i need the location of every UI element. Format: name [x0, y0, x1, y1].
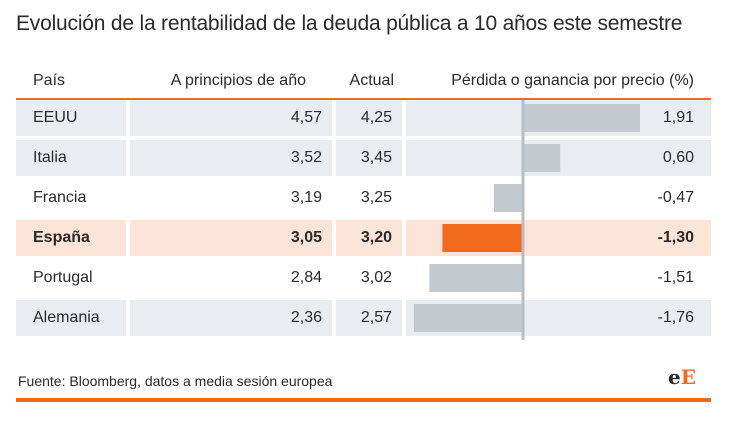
header-country: País	[33, 72, 66, 89]
table-row: Italia 3,52 3,45 0,60	[16, 140, 711, 180]
table-row: Francia 3,19 3,25 -0,47	[16, 180, 711, 220]
cell-start: 2,36	[130, 300, 332, 336]
cell-actual: 3,45	[336, 140, 402, 176]
header-start: A principios de año	[170, 72, 306, 89]
bar-alemania	[413, 304, 523, 332]
table-row: EEUU 4,57 4,25 1,91	[16, 100, 711, 140]
cell-start: 3,19	[290, 189, 322, 206]
chart-title: Evolución de la rentabilidad de la deuda…	[16, 12, 683, 35]
cell-country: Alemania	[16, 300, 126, 336]
brand-logo: eE	[668, 365, 696, 389]
bar-portugal	[429, 264, 523, 292]
footer-rule	[16, 398, 711, 402]
cell-actual: 2,57	[336, 300, 402, 336]
bar-eeuu	[523, 104, 640, 132]
cell-start: 2,84	[290, 269, 322, 286]
cell-change: -1,51	[657, 269, 694, 286]
cell-change: -0,47	[657, 189, 694, 206]
logo-letter-E: E	[680, 365, 696, 389]
cell-actual: 3,20	[336, 220, 402, 256]
change-bar-chart	[413, 100, 640, 340]
cell-country: España	[16, 220, 126, 256]
cell-start: 4,57	[130, 100, 332, 136]
logo-letter-e: e	[668, 365, 681, 389]
cell-country: Francia	[33, 189, 87, 206]
source-note: Fuente: Bloomberg, datos a media sesión …	[18, 373, 333, 389]
cell-change: -1,30	[657, 229, 694, 246]
cell-actual: 3,02	[360, 269, 392, 286]
table-row: Portugal 2,84 3,02 -1,51	[16, 260, 711, 300]
cell-actual: 3,25	[360, 189, 392, 206]
cell-start: 3,52	[130, 140, 332, 176]
table-header: País A principios de año Actual Pérdida …	[16, 62, 711, 100]
bar-italia	[523, 144, 561, 172]
header-actual: Actual	[349, 72, 394, 89]
cell-start: 3,05	[130, 220, 332, 256]
cell-change: 0,60	[662, 149, 694, 166]
header-change: Pérdida o ganancia por precio (%)	[451, 72, 694, 89]
cell-country: Portugal	[33, 269, 93, 286]
cell-actual: 4,25	[336, 100, 402, 136]
bar-francia	[493, 184, 523, 212]
bar-españa	[442, 224, 523, 252]
cell-country: EEUU	[16, 100, 126, 136]
cell-change: 1,91	[662, 109, 694, 126]
cell-country: Italia	[16, 140, 126, 176]
cell-change: -1,76	[657, 309, 694, 326]
